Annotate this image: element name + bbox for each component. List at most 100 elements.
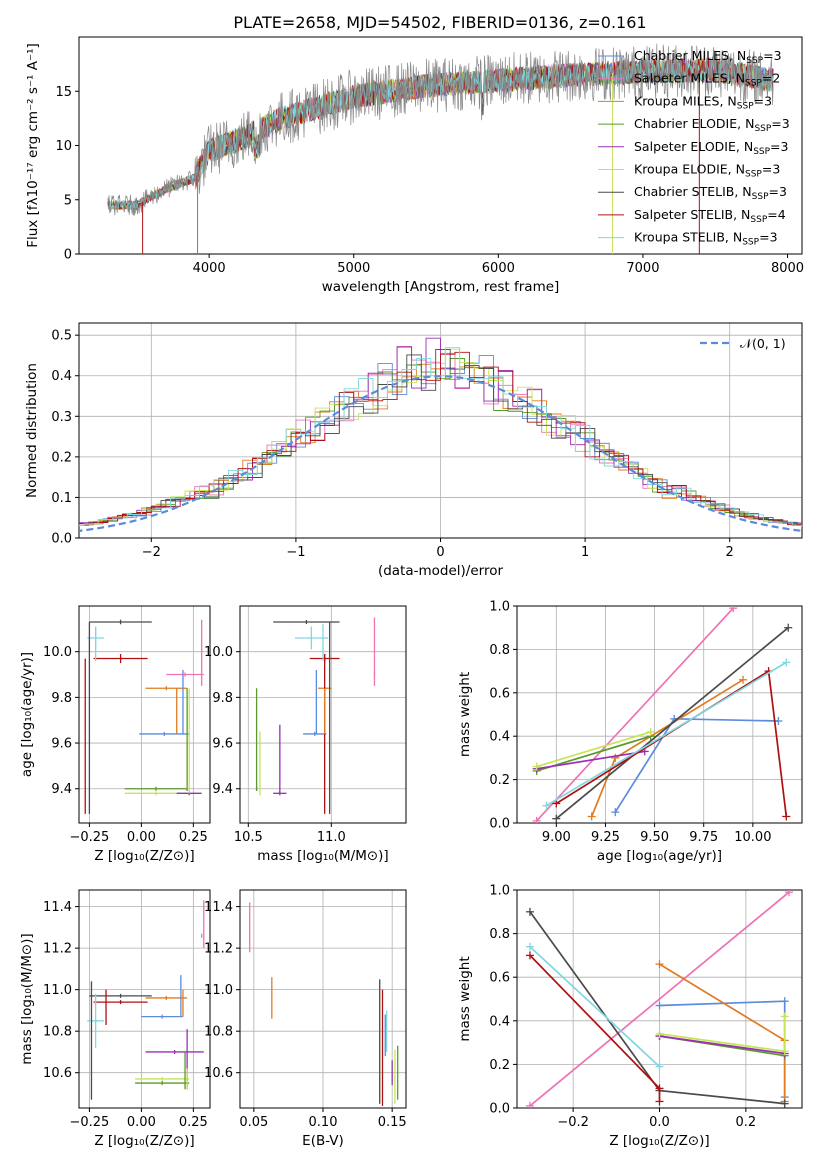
age_vs_Z-crosses xyxy=(84,619,204,814)
error-cross xyxy=(135,1081,190,1086)
legend-entry: Salpeter STELIB, NSSP=4 xyxy=(634,207,786,225)
error-cross xyxy=(89,993,152,998)
x-tick-label: −0.25 xyxy=(69,830,109,845)
y-tick-label: 9.8 xyxy=(212,691,233,706)
weight-point xyxy=(780,997,789,1006)
y-tick-label: 10.0 xyxy=(43,645,72,660)
x-tick-label: −0.25 xyxy=(69,1115,109,1130)
y-tick-label: 0.4 xyxy=(489,1014,510,1029)
weight_vs_age-xlabel: age [log₁₀(age/yr)] xyxy=(597,848,722,864)
y-tick-label: 0.4 xyxy=(489,730,510,745)
weight-point xyxy=(587,812,596,821)
x-tick-label: 6000 xyxy=(482,261,515,276)
error-cross xyxy=(139,731,190,736)
y-tick-label: 0.3 xyxy=(51,410,72,425)
y-tick-label: 0.4 xyxy=(51,369,72,384)
weight-point xyxy=(655,1029,664,1038)
residuals-xlabel: (data-model)/error xyxy=(378,563,504,579)
weight-point xyxy=(525,907,534,916)
legend-entry: Kroupa STELIB, NSSP=3 xyxy=(634,230,778,248)
x-tick-label: 0.00 xyxy=(127,830,156,845)
legend-entry: Salpeter ELODIE, NSSP=3 xyxy=(634,139,788,157)
x-tick-label: 0.15 xyxy=(378,1115,407,1130)
spectrum-ylabel: Flux [fλ10⁻¹⁷ erg cm⁻² s⁻¹ A⁻¹] xyxy=(25,43,41,248)
weight-point xyxy=(782,658,791,667)
weight_vs_Z-ylabel: mass weight xyxy=(457,956,473,1041)
y-tick-label: 9.6 xyxy=(212,737,233,752)
weight-series-line xyxy=(536,607,734,822)
age_vs_mass-xlabel: mass [log₁₀(M/M⊙)] xyxy=(257,848,388,864)
weight-point xyxy=(782,812,791,821)
weight-series-line xyxy=(529,946,661,1068)
mass_vs_Z-frame xyxy=(78,889,211,1109)
y-tick-label: 11.2 xyxy=(204,942,233,957)
weight-point xyxy=(780,1012,789,1021)
weight-point xyxy=(739,675,748,684)
x-tick-label: 4000 xyxy=(193,261,226,276)
mass_vs_ebv-xlabel: E(B-V) xyxy=(302,1133,344,1149)
weight-point xyxy=(655,1084,664,1093)
y-tick-label: 0.2 xyxy=(489,1058,510,1073)
mass_vs_Z-xlabel: Z [log₁₀(Z/Z⊙)] xyxy=(94,1133,194,1149)
y-tick-label: 0.0 xyxy=(489,817,510,832)
figure-title: PLATE=2658, MJD=54502, FIBERID=0136, z=0… xyxy=(233,13,646,32)
weight-point xyxy=(729,606,738,613)
weight-point xyxy=(655,960,664,969)
weight-series-line xyxy=(536,731,651,768)
y-tick-label: 0.1 xyxy=(51,491,72,506)
x-tick-label: 10.5 xyxy=(234,830,263,845)
x-tick-label: 5000 xyxy=(337,261,370,276)
error-cross xyxy=(166,672,204,677)
y-tick-label: 15 xyxy=(55,85,72,100)
residuals-frame xyxy=(78,322,803,539)
residuals-ylabel: Normed distribution xyxy=(24,363,40,498)
mass_vs_Z-crosses xyxy=(87,900,205,1100)
y-tick-label: 0.0 xyxy=(51,532,72,547)
weight-point xyxy=(655,1062,664,1071)
weight-point xyxy=(655,1097,664,1106)
y-tick-label: 9.8 xyxy=(51,691,72,706)
legend-entry: Kroupa MILES, NSSP=3 xyxy=(634,93,772,111)
weight_vs_age-frame xyxy=(516,605,803,824)
weight-point xyxy=(646,727,655,736)
mass_vs_ebv-axes: 0.05 0.10 0.15 10.6 10.8 11.0 11.2 11.4 E(B-V) xyxy=(204,889,407,1149)
weight-series-line xyxy=(546,661,787,807)
error-cross xyxy=(303,731,327,736)
weight-point xyxy=(785,890,794,897)
y-tick-label: 1.0 xyxy=(489,600,510,615)
residual-histogram xyxy=(79,347,802,526)
x-tick-label: 11.0 xyxy=(317,830,346,845)
spectrum-frame xyxy=(78,36,803,255)
weight-point xyxy=(611,753,620,762)
y-tick-label: 0.5 xyxy=(51,329,72,344)
x-tick-label: 9.00 xyxy=(542,830,571,845)
weight-point xyxy=(784,623,793,632)
legend-entry: Chabrier STELIB, NSSP=3 xyxy=(634,184,787,202)
weight-point xyxy=(532,816,541,823)
spectrum-legend: Chabrier MILES, NSSP=3 Salpeter MILES, NS… xyxy=(598,48,790,248)
error-cross xyxy=(145,995,188,1000)
weight-point xyxy=(542,801,551,810)
legend-entry: Chabrier ELODIE, NSSP=3 xyxy=(634,116,790,134)
age_vs_Z-axes: −0.25 0.00 0.25 9.4 9.6 9.8 10.0 Z [log₁₀(Z/Z⊙)… xyxy=(19,605,211,864)
weight_vs_Z-xlabel: Z [log₁₀(Z/Z⊙)] xyxy=(609,1133,709,1149)
y-tick-label: 10.8 xyxy=(43,1025,72,1040)
y-tick-label: 11.0 xyxy=(204,983,233,998)
residual-histograms xyxy=(79,337,802,533)
mass_vs_Z-axes: −0.25 0.00 0.25 10.6 10.8 11.0 11.2 11.4 Z [log₁… xyxy=(19,889,211,1149)
x-tick-label: 7000 xyxy=(626,261,659,276)
x-tick-label: 0.10 xyxy=(309,1115,338,1130)
error-cross xyxy=(89,619,152,625)
weight-series-line xyxy=(536,750,645,770)
weight-point xyxy=(552,799,561,808)
y-tick-label: 10.6 xyxy=(43,1066,72,1081)
y-tick-label: 10.0 xyxy=(204,645,233,660)
spectrum-data-line xyxy=(107,43,774,216)
y-tick-label: 0.6 xyxy=(489,971,510,986)
weight-series-line xyxy=(659,1035,785,1055)
weight-series-line xyxy=(555,627,789,820)
spectrum-xlabel: wavelength [Angstrom, rest frame] xyxy=(322,279,560,295)
y-tick-label: 0.8 xyxy=(489,927,510,942)
x-tick-label: 0.25 xyxy=(179,1115,208,1130)
